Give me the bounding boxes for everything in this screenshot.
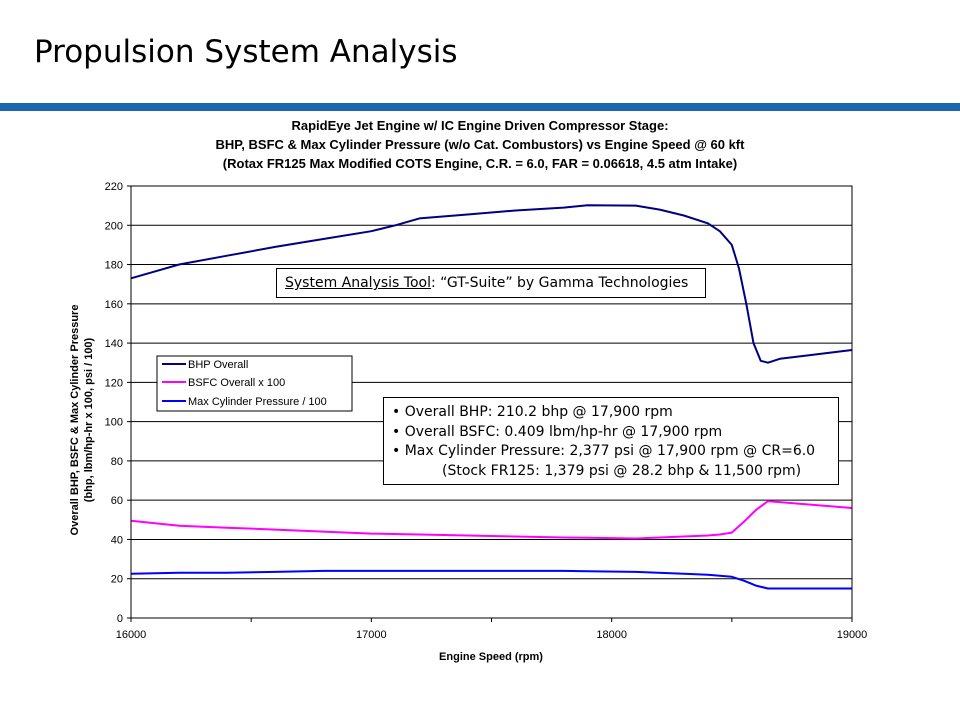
y-tick-label: 160 [105, 299, 123, 311]
y-tick-label: 60 [111, 495, 123, 507]
legend-label-pressure: Max Cylinder Pressure / 100 [188, 396, 327, 408]
y-tick-label: 100 [105, 417, 123, 429]
legend-label-bsfc: BSFC Overall x 100 [188, 377, 285, 389]
tool-label: System Analysis Tool [285, 275, 431, 291]
chart-title-line-3: (Rotax FR125 Max Modified COTS Engine, C… [222, 156, 738, 171]
result-bsfc: • Overall BSFC: 0.409 lbm/hp-hr @ 17,900… [392, 423, 723, 440]
bhp-series-line [130, 204, 853, 364]
legend-box [156, 355, 353, 412]
y-axis-label-line-2: (bhp, lbm/hp-hr x 100, psi / 100) [83, 337, 95, 502]
x-axis-label: Engine Speed (rpm) [439, 651, 543, 663]
chart-title-line-2: BHP, BSFC & Max Cylinder Pressure (w/o C… [215, 137, 745, 152]
chart-title-line-1: RapidEye Jet Engine w/ IC Engine Driven … [291, 118, 669, 133]
analysis-tool-callout: System Analysis Tool: “GT-Suite” by Gamm… [276, 268, 706, 298]
result-bhp: • Overall BHP: 210.2 bhp @ 17,900 rpm [392, 404, 673, 420]
axes [127, 185, 853, 622]
y-tick-label: 140 [105, 338, 123, 350]
y-tick-label: 200 [105, 220, 123, 232]
tool-value: : “GT-Suite” by Gamma Technologies [430, 275, 689, 291]
x-tick-label: 16000 [116, 629, 147, 641]
x-tick-label: 18000 [596, 629, 627, 641]
y-tick-label: 0 [117, 613, 123, 625]
series-lines [130, 204, 853, 590]
y-tick-label: 80 [111, 456, 123, 468]
plot-area-frame [130, 185, 853, 619]
slide-title: Propulsion System Analysis [34, 34, 458, 70]
legend: BHP Overall BSFC Overall x 100 Max Cylin… [156, 355, 353, 412]
result-stock-note: (Stock FR125: 1,379 psi @ 28.2 bhp & 11,… [442, 462, 802, 479]
results-callout: • Overall BHP: 210.2 bhp @ 17,900 rpm • … [383, 397, 839, 485]
legend-label-bhp: BHP Overall [188, 359, 248, 371]
result-pressure: • Max Cylinder Pressure: 2,377 psi @ 17,… [392, 443, 816, 459]
x-tick-label: 17000 [356, 629, 387, 641]
y-tick-label: 220 [105, 181, 123, 193]
bsfc-series-line [130, 500, 853, 540]
y-tick-label: 180 [105, 260, 123, 272]
tick-labels: 0 20 40 60 80 100 120 140 160 180 200 220 16000 17000… [105, 181, 868, 641]
title-divider [0, 103, 960, 111]
y-tick-label: 40 [111, 534, 123, 546]
y-tick-label: 20 [111, 574, 123, 586]
y-axis-label-line-1: Overall BHP, BSFC & Max Cylinder Pressur… [69, 305, 81, 536]
pressure-series-line [130, 569, 852, 590]
x-tick-label: 19000 [837, 629, 868, 641]
y-tick-label: 120 [105, 377, 123, 389]
